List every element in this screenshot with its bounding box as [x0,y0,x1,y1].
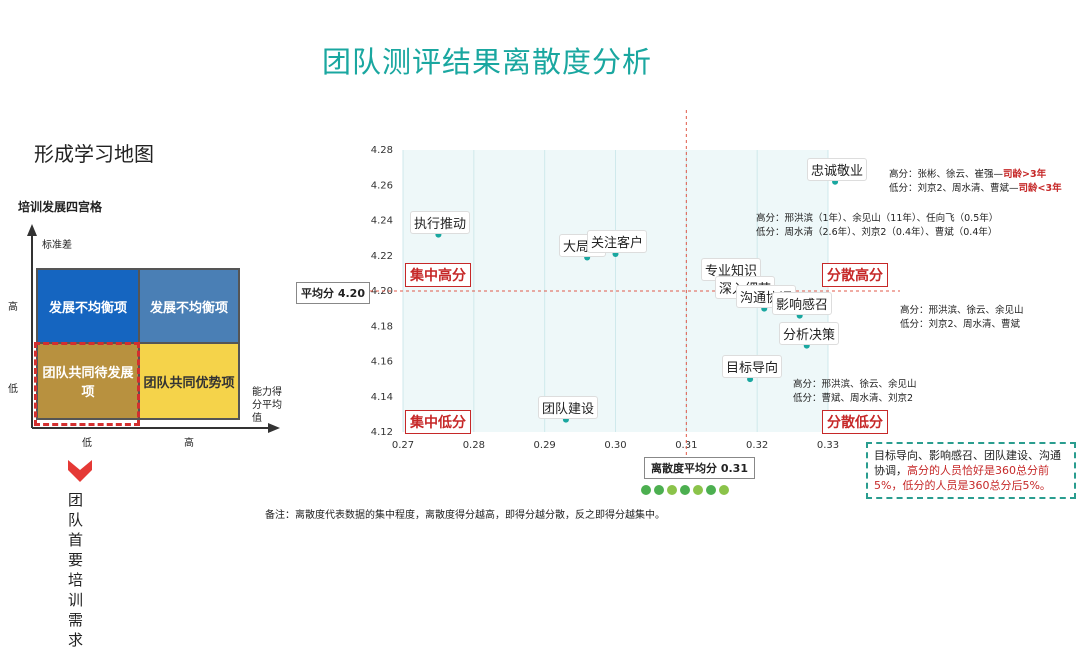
y-tick-label: 4.12 [371,427,393,438]
grid-x-high: 高 [184,438,194,449]
point-label: 关注客户 [587,230,648,253]
annotation-goal: 高分：邢洪滨、徐云、余见山 低分：曹斌、周水清、刘京2 [793,379,917,404]
y-tick-label: 4.14 [371,392,393,403]
conclusion-callout: 目标导向、影响感召、团队建设、沟通协调，高分的人员恰好是360总分前5%，低分的… [866,442,1076,499]
y-tick-label: 4.20 [371,286,393,297]
quadrant-bottom-left: 集中低分 [405,410,471,434]
grid-y-axis-label: 标准差 [42,240,72,251]
x-tick-label: 0.31 [675,440,697,451]
footnote: 备注：离散度代表数据的集中程度，离散度得分越高，即得分越分散，反之即得分越集中。 [265,510,665,521]
highlight-box [34,342,140,426]
point-label: 影响感召 [772,292,833,315]
annotation-loyalty: 高分：张彬、徐云、崔强—司龄>3年 低分：刘京2、周水清、曹斌—司龄<3年 [889,169,1062,194]
point-label: 目标导向 [722,355,783,378]
x-tick-label: 0.32 [746,440,768,451]
x-tick-label: 0.27 [392,440,414,451]
x-tick-label: 0.29 [534,440,556,451]
page-title: 团队测评结果离散度分析 [322,45,653,79]
grid-y-high: 高 [8,302,18,313]
quad-cell-bottom-left: 团队共同待发展项 [36,342,140,420]
quadrant-top-right: 分散高分 [822,263,888,287]
quadrant-bottom-right: 分散低分 [822,410,888,434]
grid-title: 培训发展四宫格 [18,200,103,214]
quad-grid-axes [27,224,280,433]
tick-labels: 0.27 0.28 0.29 0.30 0.31 0.32 0.33 4.12 4.14 4.16… [371,145,839,451]
logo-dots [641,485,729,495]
mean-x-label: 离散度平均分 0.31 [644,457,755,479]
y-tick-label: 4.18 [371,321,393,332]
point-label: 忠诚敬业 [807,158,868,181]
quad-cell-bottom-right: 团队共同优势项 [138,342,240,420]
x-tick-label: 0.33 [817,440,839,451]
grid-x-axis-label: 能力得分平均值 [252,387,282,424]
point-label: 执行推动 [410,211,471,234]
mean-y-label: 平均分 4.20 [296,282,370,304]
page-subtitle: 形成学习地图 [34,142,154,166]
y-tick-label: 4.16 [371,357,393,368]
grid-x-low: 低 [82,438,92,449]
y-tick-label: 4.24 [371,216,393,227]
annotation-expertise: 高分：邢洪滨（1年）、余见山（11年）、任向飞（0.5年） 低分：周水清（2.6… [756,213,999,238]
point-label: 分析决策 [779,322,840,345]
y-tick-label: 4.28 [371,145,393,156]
quadrant-top-left: 集中高分 [405,263,471,287]
point-label: 团队建设 [538,396,599,419]
quad-cell-top-right: 发展不均衡项 [138,268,240,344]
grid-y-low: 低 [8,384,18,395]
y-tick-label: 4.22 [371,251,393,262]
annotation-influence: 高分：邢洪滨、徐云、余见山 低分：刘京2、周水清、曹斌 [900,305,1024,330]
chevron-down-icon [68,460,92,482]
x-tick-label: 0.30 [604,440,626,451]
y-tick-label: 4.26 [371,180,393,191]
x-tick-label: 0.28 [463,440,485,451]
